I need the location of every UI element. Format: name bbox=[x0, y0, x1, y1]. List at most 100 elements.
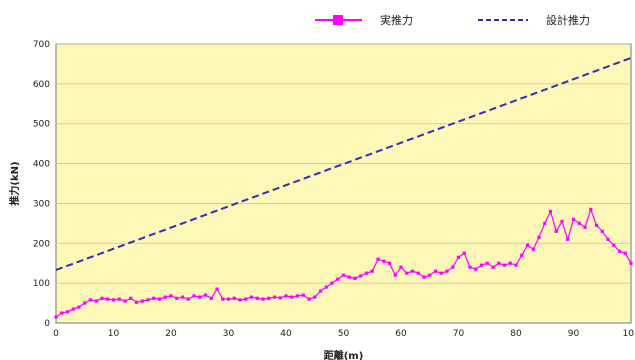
legend-label-actual-thrust: 実推力 bbox=[380, 13, 413, 27]
actual-thrust-point bbox=[330, 281, 334, 285]
actual-thrust-point bbox=[215, 287, 219, 291]
actual-thrust-point bbox=[192, 294, 196, 298]
actual-thrust-point bbox=[284, 294, 288, 298]
actual-thrust-point bbox=[583, 225, 587, 229]
actual-thrust-point bbox=[267, 296, 271, 300]
actual-thrust-point bbox=[353, 276, 357, 280]
x-tick-label: 30 bbox=[223, 329, 235, 339]
actual-thrust-point bbox=[232, 296, 236, 300]
actual-thrust-point bbox=[382, 259, 386, 263]
legend-label-design-thrust: 設計推力 bbox=[546, 13, 590, 27]
actual-thrust-point bbox=[433, 269, 438, 273]
actual-thrust-point bbox=[617, 249, 622, 253]
actual-thrust-point bbox=[410, 269, 415, 273]
actual-thrust-point bbox=[117, 297, 121, 301]
actual-thrust-point bbox=[106, 297, 110, 301]
actual-thrust-point bbox=[100, 296, 104, 300]
actual-thrust-point bbox=[422, 275, 426, 279]
actual-thrust-point bbox=[399, 265, 403, 269]
actual-thrust-point bbox=[439, 271, 443, 275]
actual-thrust-point bbox=[514, 263, 518, 267]
actual-thrust-point bbox=[347, 275, 351, 279]
actual-thrust-point bbox=[623, 251, 627, 255]
actual-thrust-point bbox=[175, 296, 179, 300]
actual-thrust-point bbox=[54, 315, 58, 319]
actual-thrust-point bbox=[537, 235, 541, 239]
actual-thrust-point bbox=[301, 293, 305, 297]
actual-thrust-point bbox=[485, 261, 489, 265]
actual-thrust-point bbox=[479, 263, 484, 267]
actual-thrust-point bbox=[566, 237, 570, 241]
actual-thrust-point bbox=[445, 269, 449, 273]
actual-thrust-point bbox=[198, 295, 202, 299]
actual-thrust-point bbox=[272, 295, 277, 299]
actual-thrust-point bbox=[571, 217, 576, 221]
actual-thrust-point bbox=[129, 296, 133, 300]
actual-thrust-point bbox=[531, 247, 535, 251]
y-tick-label: 100 bbox=[33, 279, 50, 289]
actual-thrust-point bbox=[209, 296, 213, 300]
actual-thrust-point bbox=[295, 294, 300, 298]
actual-thrust-point bbox=[491, 265, 495, 269]
x-tick-label: 20 bbox=[165, 329, 177, 339]
x-tick-label: 90 bbox=[568, 329, 580, 339]
series-design-thrust-line bbox=[55, 57, 632, 271]
actual-thrust-point bbox=[157, 297, 162, 301]
actual-thrust-point bbox=[226, 297, 231, 301]
actual-thrust-point bbox=[249, 295, 254, 299]
plot-area bbox=[55, 43, 632, 324]
x-tick-label: 70 bbox=[453, 329, 465, 339]
actual-thrust-point bbox=[180, 295, 185, 299]
actual-thrust-point bbox=[359, 274, 363, 278]
x-axis-title: 距離(m) bbox=[324, 349, 364, 360]
actual-thrust-point bbox=[577, 221, 581, 225]
actual-thrust-point bbox=[629, 261, 633, 265]
actual-thrust-point bbox=[203, 293, 208, 297]
actual-thrust-point bbox=[520, 253, 524, 257]
actual-thrust-point bbox=[468, 265, 472, 269]
gridlines bbox=[56, 43, 631, 284]
actual-thrust-point bbox=[77, 305, 81, 309]
actual-thrust-point bbox=[456, 255, 461, 259]
actual-thrust-point bbox=[83, 301, 87, 305]
actual-thrust-point bbox=[462, 251, 466, 255]
actual-thrust-point bbox=[336, 277, 340, 281]
actual-thrust-point bbox=[497, 261, 501, 265]
actual-thrust-point bbox=[146, 298, 150, 302]
actual-thrust-point bbox=[606, 237, 610, 241]
actual-thrust-point bbox=[318, 289, 323, 293]
y-tick-label: 500 bbox=[33, 120, 50, 130]
actual-thrust-point bbox=[65, 310, 70, 314]
actual-thrust-point bbox=[324, 285, 328, 289]
y-tick-label: 400 bbox=[33, 160, 50, 170]
actual-thrust-point bbox=[244, 297, 248, 301]
actual-thrust-point bbox=[589, 207, 593, 212]
actual-thrust-point bbox=[152, 296, 156, 300]
actual-thrust-point bbox=[60, 311, 64, 315]
actual-thrust-point bbox=[451, 265, 455, 269]
actual-thrust-point bbox=[341, 273, 346, 277]
x-tick-label: 60 bbox=[395, 329, 407, 339]
actual-thrust-point bbox=[238, 298, 242, 302]
actual-thrust-point bbox=[548, 209, 553, 213]
actual-thrust-point bbox=[186, 297, 190, 301]
x-tick-label: 80 bbox=[510, 329, 522, 339]
actual-thrust-point bbox=[502, 263, 507, 267]
actual-thrust-point bbox=[278, 296, 282, 300]
actual-thrust-point bbox=[163, 295, 167, 299]
actual-thrust-point bbox=[111, 298, 116, 302]
y-axis-title: 推力(kN) bbox=[8, 161, 21, 205]
actual-thrust-point bbox=[134, 300, 139, 304]
actual-thrust-point bbox=[94, 299, 98, 303]
x-tick-label: 10 bbox=[623, 329, 635, 339]
x-tick-label: 40 bbox=[280, 329, 292, 339]
y-tick-labels: 0 100 200 300 400 500 600 700 bbox=[33, 40, 50, 329]
actual-thrust-point bbox=[474, 267, 478, 271]
actual-thrust-point bbox=[508, 261, 512, 265]
series-layer bbox=[54, 57, 633, 319]
actual-thrust-point bbox=[560, 219, 564, 223]
y-tick-label: 300 bbox=[33, 199, 50, 209]
x-tick-label: 50 bbox=[338, 329, 350, 339]
x-tick-label: 0 bbox=[53, 329, 59, 339]
